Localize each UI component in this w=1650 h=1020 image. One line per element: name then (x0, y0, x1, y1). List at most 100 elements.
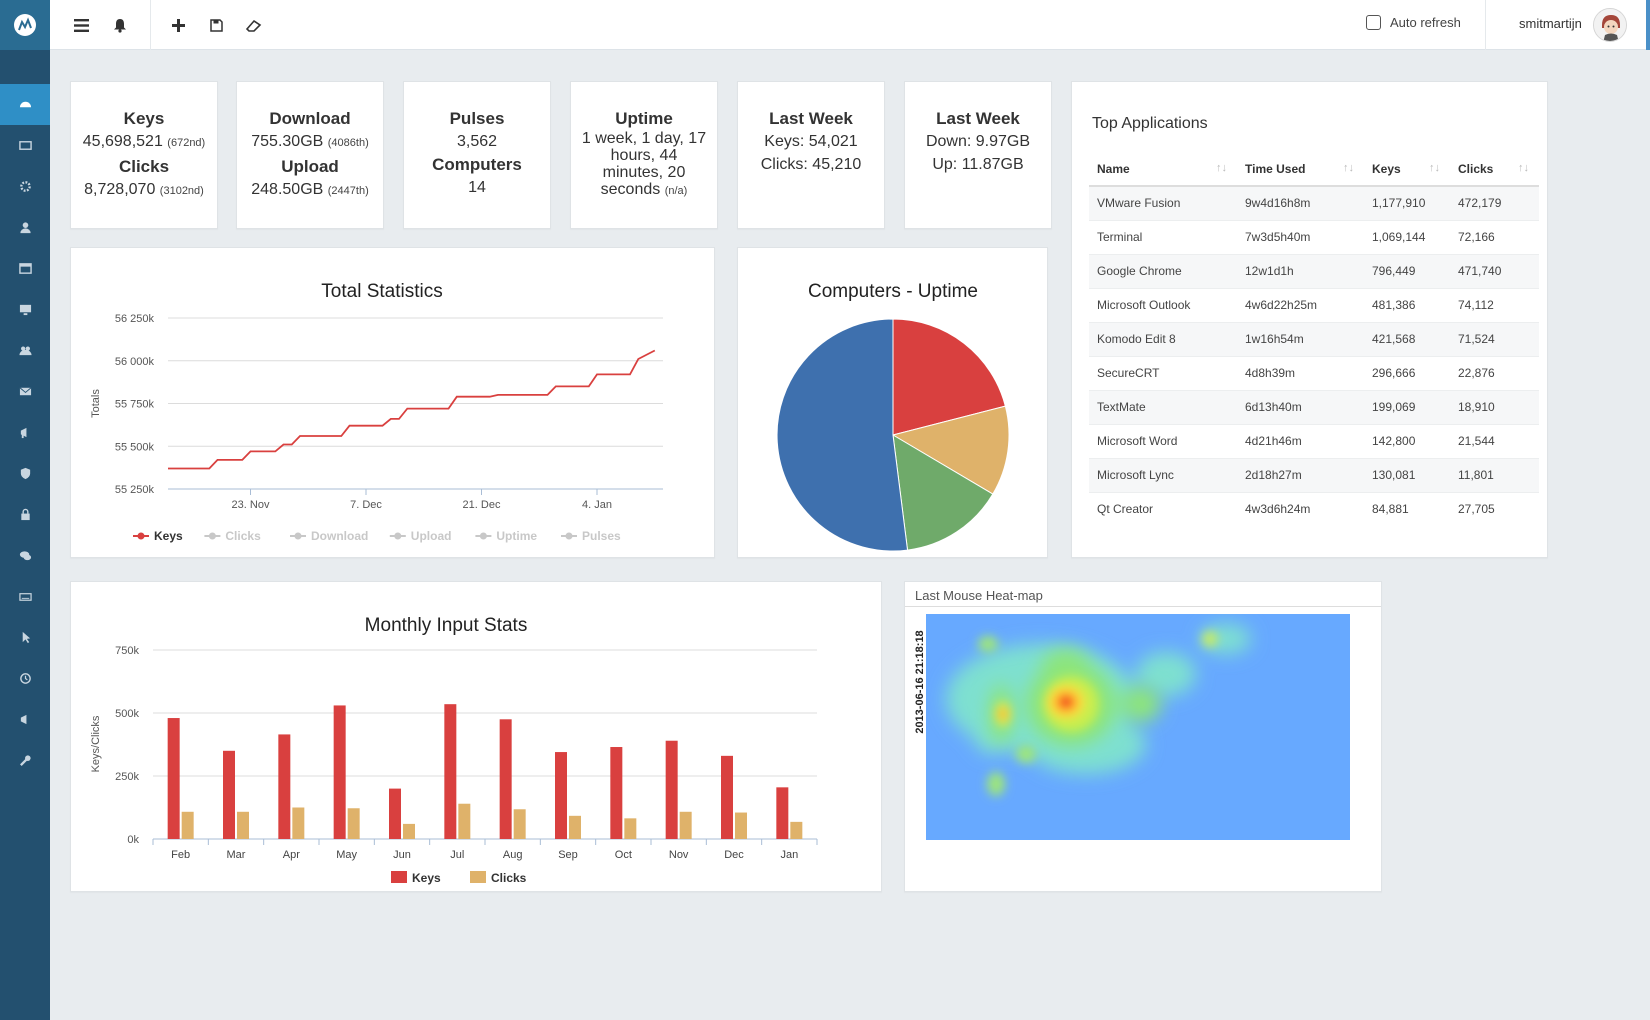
bar-keys[interactable] (444, 704, 457, 839)
legend-item-upload[interactable]: Upload (389, 529, 452, 543)
nav-announcements[interactable] (0, 412, 50, 453)
nav-broadcast[interactable] (0, 699, 50, 740)
table-row[interactable]: VMware Fusion 9w4d16h8m 1,177,910 472,179 (1089, 185, 1539, 220)
legend-item-download[interactable]: Download (290, 529, 368, 543)
column-header-keys[interactable]: Keys ↑↓ (1364, 152, 1450, 187)
bar-clicks[interactable] (403, 823, 415, 839)
heatmap-divider (905, 606, 1381, 607)
pie-slice[interactable] (776, 318, 909, 552)
sort-icon[interactable]: ↑↓ (1216, 162, 1227, 174)
bar-keys[interactable] (665, 740, 678, 839)
legend-item-pulses[interactable]: Pulses (561, 529, 621, 543)
menu-toggle-button[interactable] (69, 13, 93, 37)
nav-profile-card[interactable] (0, 125, 50, 166)
monthly-input-panel: Monthly Input Stats 0k 250k 500k 750k Keys/Cl… (70, 581, 882, 892)
table-cell-keys: 142,800 (1364, 423, 1450, 458)
bar-keys[interactable] (223, 750, 235, 839)
table-row[interactable]: Komodo Edit 8 1w16h54m 421,568 71,524 (1089, 321, 1539, 356)
x-tick-label: Dec (724, 849, 744, 861)
nav-computers[interactable] (0, 289, 50, 330)
nav-team[interactable] (0, 330, 50, 371)
table-row[interactable]: SecureCRT 4d8h39m 296,666 22,876 (1089, 355, 1539, 390)
table-row[interactable]: Qt Creator 4w3d6h24m 84,881 27,705 (1089, 491, 1539, 526)
add-button[interactable] (166, 13, 190, 37)
bar-clicks[interactable] (790, 821, 803, 839)
legend-label: Keys (154, 529, 183, 543)
nav-security[interactable] (0, 453, 50, 494)
x-tick-label: Nov (669, 849, 689, 861)
table-row[interactable]: Microsoft Lync 2d18h27m 130,081 11,801 (1089, 457, 1539, 492)
legend-item-clicks[interactable]: Clicks (204, 529, 261, 543)
column-header-name[interactable]: Name ↑↓ (1089, 152, 1237, 187)
bar-keys[interactable] (389, 788, 401, 839)
nav-window[interactable] (0, 248, 50, 289)
bar-clicks[interactable] (513, 809, 526, 839)
x-tick-label: Sep (558, 849, 578, 861)
sort-icon[interactable]: ↑↓ (1343, 162, 1354, 174)
pie-slice[interactable] (891, 405, 1010, 495)
table-row[interactable]: Google Chrome 12w1d1h 796,449 471,740 (1089, 253, 1539, 288)
column-header-label: Name (1097, 161, 1130, 176)
bar-clicks[interactable] (181, 811, 194, 839)
table-cell-clicks: 21,544 (1450, 423, 1539, 458)
table-row[interactable]: Microsoft Word 4d21h46m 142,800 21,544 (1089, 423, 1539, 458)
legend-item-keys[interactable]: Keys (133, 529, 183, 543)
nav-history[interactable] (0, 658, 50, 699)
sort-icon[interactable]: ↑↓ (1429, 162, 1440, 174)
legend-item-uptime[interactable]: Uptime (475, 529, 537, 543)
table-cell-name: TextMate (1089, 389, 1237, 424)
pie-slice[interactable] (892, 434, 994, 551)
bar-clicks[interactable] (292, 807, 305, 840)
nav-keyboard[interactable] (0, 576, 50, 617)
bar-keys[interactable] (721, 755, 733, 839)
table-cell-time-used: 4w6d22h25m (1237, 287, 1364, 322)
avatar[interactable] (1593, 8, 1627, 42)
nav-chat[interactable] (0, 535, 50, 576)
nav-tools[interactable] (0, 740, 50, 781)
bar-keys[interactable] (776, 787, 789, 839)
shield-icon (20, 467, 30, 480)
bar-keys[interactable] (610, 747, 623, 839)
save-button[interactable] (204, 13, 228, 37)
nav-user[interactable] (0, 207, 50, 248)
bar-clicks[interactable] (237, 811, 249, 839)
eraser-button[interactable] (242, 13, 266, 37)
bar-keys[interactable] (333, 705, 346, 839)
bar-clicks[interactable] (569, 815, 581, 839)
checkbox-box[interactable] (1366, 15, 1381, 30)
x-tick-label: Oct (615, 849, 632, 861)
nav-mouse[interactable] (0, 617, 50, 658)
column-header-clicks[interactable]: Clicks ↑↓ (1450, 152, 1539, 187)
bar-keys[interactable] (555, 752, 567, 839)
app-logo[interactable] (0, 0, 50, 50)
nav-settings[interactable] (0, 166, 50, 207)
chart-title: Computers - Uptime (808, 281, 978, 302)
nav-privacy[interactable] (0, 494, 50, 535)
notifications-button[interactable] (108, 13, 132, 37)
bar-clicks[interactable] (458, 803, 471, 839)
table-cell-time-used: 1w16h54m (1237, 321, 1364, 356)
sort-icon[interactable]: ↑↓ (1518, 162, 1529, 174)
bar-clicks[interactable] (624, 818, 637, 839)
username[interactable]: smitmartijn (1519, 16, 1582, 31)
table-row[interactable]: Terminal 7w3d5h40m 1,069,144 72,166 (1089, 219, 1539, 254)
bar-keys[interactable] (278, 734, 291, 839)
bar-clicks[interactable] (679, 811, 692, 839)
table-row[interactable]: TextMate 6d13h40m 199,069 18,910 (1089, 389, 1539, 424)
bar-keys[interactable] (167, 718, 180, 839)
legend-item-clicks[interactable]: Clicks (470, 871, 527, 885)
table-row[interactable]: Microsoft Outlook 4w6d22h25m 481,386 74,112 (1089, 287, 1539, 322)
pie-slice[interactable] (892, 318, 1006, 436)
auto-refresh-checkbox[interactable]: Auto refresh (1366, 15, 1461, 30)
logo-icon (14, 14, 36, 36)
legend-item-keys[interactable]: Keys (391, 871, 441, 885)
bar-clicks[interactable] (735, 812, 747, 839)
column-header-time-used[interactable]: Time Used ↑↓ (1237, 152, 1364, 187)
x-tick-label: 21. Dec (463, 499, 501, 511)
bar-keys[interactable] (499, 719, 512, 839)
nav-dashboard[interactable] (0, 84, 50, 125)
x-tick-label: Mar (227, 849, 246, 861)
bar-clicks[interactable] (347, 808, 360, 839)
nav-messages[interactable] (0, 371, 50, 412)
x-tick-label: Aug (503, 849, 523, 861)
